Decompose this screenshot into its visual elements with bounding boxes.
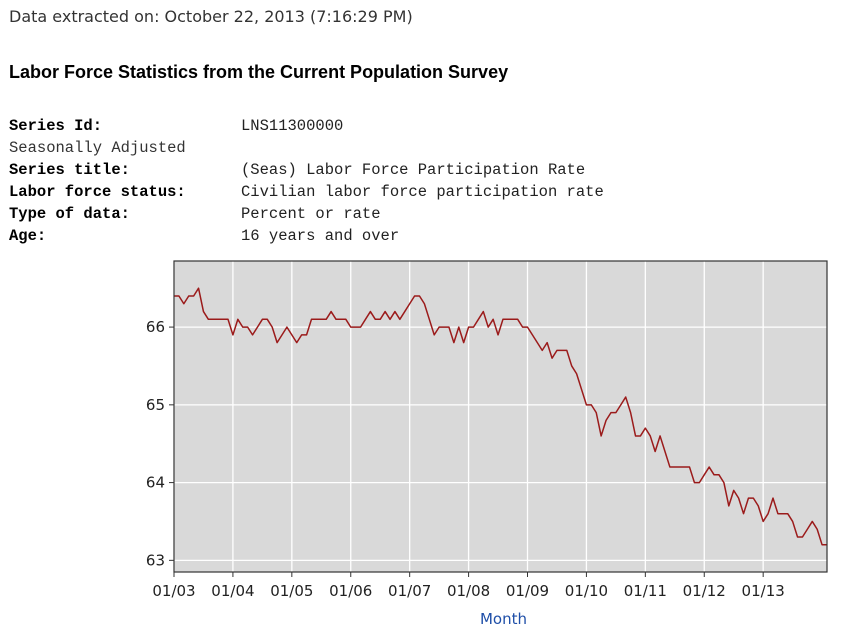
x-tick-label: 01/12 (683, 582, 726, 600)
x-tick-label: 01/07 (388, 582, 431, 600)
data-extracted-date: Data extracted on: October 22, 2013 (7:1… (9, 7, 413, 26)
age-label: Age: (9, 227, 47, 245)
status-label: Labor force status: (9, 183, 186, 201)
y-tick-label: 65 (146, 396, 165, 414)
x-tick-label: 01/04 (211, 582, 254, 600)
x-tick-label: 01/10 (565, 582, 608, 600)
status-value: Civilian labor force participation rate (241, 183, 604, 201)
series-title-label: Series title: (9, 161, 130, 179)
page-title: Labor Force Statistics from the Current … (9, 62, 509, 82)
series-title-value: (Seas) Labor Force Participation Rate (241, 161, 586, 179)
x-tick-label: 01/05 (270, 582, 313, 600)
y-tick-label: 66 (146, 318, 165, 336)
x-tick-label: 01/09 (506, 582, 549, 600)
x-tick-label: 01/13 (742, 582, 785, 600)
x-tick-label: 01/08 (447, 582, 490, 600)
y-tick-label: 64 (146, 474, 165, 492)
series-id-label: Series Id: (9, 117, 103, 135)
type-label: Type of data: (9, 205, 130, 223)
x-axis-title: Month (480, 610, 527, 628)
plot-area (174, 261, 827, 572)
y-tick-label: 63 (146, 551, 165, 569)
adjustment-value: Seasonally Adjusted (9, 139, 186, 157)
age-value: 16 years and over (241, 227, 400, 245)
x-tick-label: 01/06 (329, 582, 372, 600)
type-value: Percent or rate (241, 205, 381, 223)
series-id-value: LNS11300000 (241, 117, 344, 135)
series-line (174, 287, 827, 546)
plot-border (173, 260, 828, 573)
x-tick-label: 01/11 (624, 582, 667, 600)
x-tick-label: 01/03 (152, 582, 195, 600)
